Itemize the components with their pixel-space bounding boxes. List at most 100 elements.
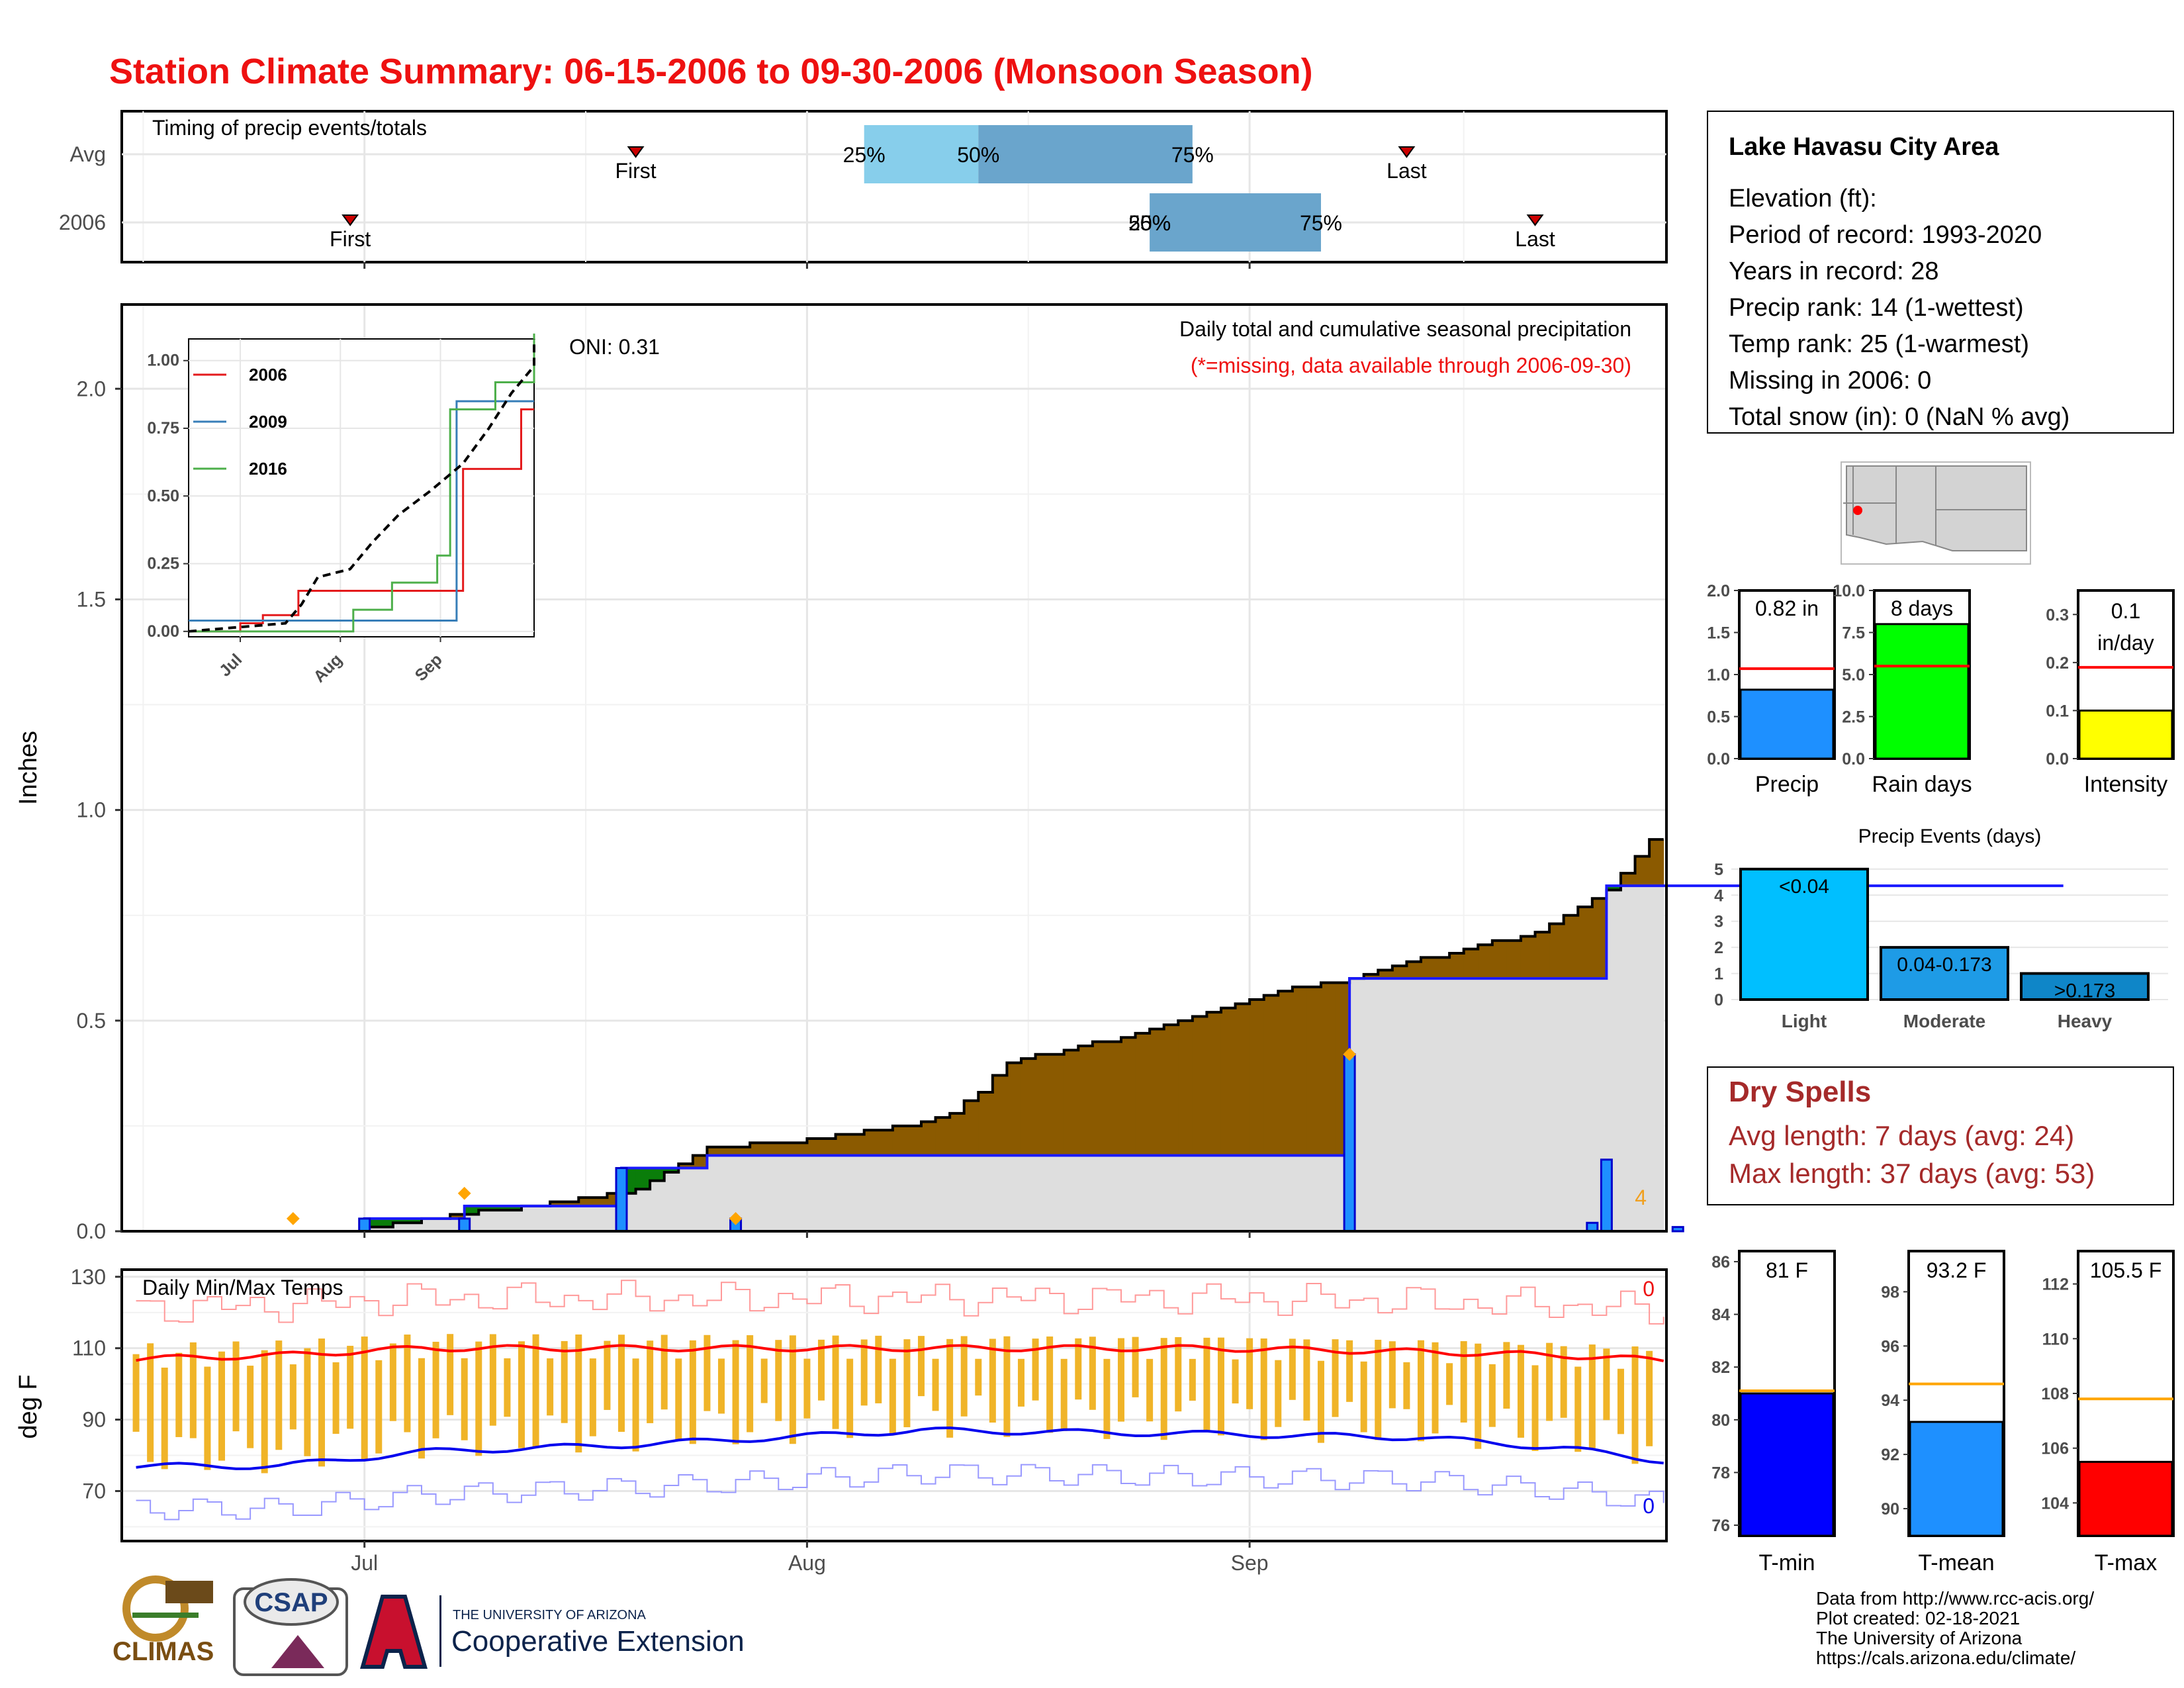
daily-temp-range — [304, 1348, 311, 1456]
daily-temp-range — [332, 1362, 340, 1434]
precip-deficit-area — [1620, 873, 1636, 886]
ua-divider — [439, 1595, 441, 1667]
summary-label-2: Intensity — [2084, 772, 2168, 797]
timing-last-label: Last — [1387, 159, 1427, 183]
timing-label-75: 75% — [1171, 143, 1214, 167]
precip-deficit-area — [1378, 970, 1393, 979]
precip-base-area — [807, 1155, 822, 1231]
station-temp-rank: Temp rank: 25 (1-warmest) — [1729, 330, 2029, 358]
station-name: Lake Havasu City Area — [1729, 133, 1999, 161]
timing-label-50: 50% — [1128, 211, 1171, 235]
summary-ytick-label: 5.0 — [1842, 666, 1865, 684]
daily-temp-range — [704, 1335, 711, 1411]
daily-temp-range — [1503, 1342, 1510, 1409]
events-category-label: Moderate — [1903, 1011, 1985, 1031]
precip-deficit-area — [821, 1139, 837, 1156]
daily-temp-range — [1646, 1350, 1653, 1446]
daily-temp-range — [1488, 1364, 1496, 1427]
temp-bar-ytick-label: 92 — [1881, 1446, 1899, 1464]
daily-temp-range — [175, 1352, 183, 1437]
temp-frame — [120, 1268, 1668, 1542]
timing-label-50: 50% — [957, 143, 999, 167]
daily-temp-range — [1217, 1337, 1224, 1436]
temp-ytick-label: 90 — [82, 1408, 106, 1432]
daily-temp-range — [575, 1334, 582, 1453]
daily-temp-range — [960, 1336, 968, 1417]
precip-deficit-area — [921, 1121, 936, 1156]
precip-base-area — [835, 1155, 850, 1231]
precip-deficit-area — [1506, 940, 1522, 979]
events-ytick-label: 5 — [1714, 861, 1723, 879]
inset-series-2006 — [189, 408, 534, 633]
precip-base-area — [1220, 1155, 1236, 1231]
daily-temp-range — [475, 1341, 482, 1456]
precip-deficit-area — [807, 1139, 822, 1156]
precip-deficit-area — [1535, 932, 1550, 979]
precip-deficit-area — [1406, 961, 1422, 979]
events-bar-label: <0.04 — [1779, 876, 1829, 898]
daily-temp-range — [647, 1340, 654, 1423]
daily-temp-range — [347, 1346, 354, 1429]
precip-base-area — [1378, 978, 1393, 1231]
precip-deficit-area — [1021, 1058, 1036, 1156]
precip-deficit-area — [1363, 974, 1379, 979]
temp-bar-ytick-label: 84 — [1711, 1306, 1730, 1325]
precip-base-area — [978, 1155, 993, 1231]
daily-temp-range — [760, 1358, 768, 1403]
precip-deficit-area — [1235, 1004, 1250, 1156]
precip-deficit-area — [864, 1130, 879, 1156]
daily-temp-range — [1617, 1368, 1624, 1434]
precip-base-area — [1563, 978, 1578, 1231]
daily-temp-range — [504, 1358, 511, 1417]
summary-bar-2 — [2078, 709, 2173, 760]
daily-temp-range — [717, 1358, 725, 1414]
station-frame — [1707, 111, 2174, 434]
precip-deficit-area — [1292, 986, 1307, 1156]
precip-deficit-area — [964, 1100, 979, 1156]
precip-base-area — [1406, 978, 1422, 1231]
precip-deficit-area — [592, 1197, 608, 1206]
daily-temp-range — [132, 1354, 140, 1432]
daily-temp-range — [1460, 1341, 1467, 1423]
dry-spells-frame — [1707, 1066, 2174, 1205]
precip-base-area — [1035, 1155, 1050, 1231]
station-info: Lake Havasu City Area Elevation (ft): Pe… — [1707, 111, 2174, 434]
precip-base-area — [1492, 978, 1507, 1231]
timing-first-marker — [627, 146, 645, 158]
events-chart: Precip Events (days) 0 1 2 3 4 5 <0.04 Light 0.0… — [1714, 825, 2168, 1031]
precip-deficit-area — [1120, 1037, 1136, 1156]
precip-base-area — [792, 1155, 807, 1231]
summary-ytick-label: 0.1 — [2046, 702, 2069, 720]
station-period: Period of record: 1993-2020 — [1729, 221, 2042, 249]
precip-base-area — [592, 1205, 608, 1231]
daily-temp-range — [589, 1358, 596, 1436]
daily-temp-range — [447, 1334, 454, 1415]
precip-deficit-area — [878, 1130, 893, 1156]
daily-precip-bar — [615, 1167, 628, 1233]
daily-temp-range — [318, 1338, 325, 1467]
daily-temp-range — [1232, 1359, 1239, 1404]
temp-bar-0 — [1739, 1392, 1835, 1537]
daily-temp-range — [1546, 1342, 1553, 1421]
climas-emblem-block — [165, 1581, 213, 1603]
precip-deficit-area — [1263, 995, 1279, 1156]
timing-row-2006: 2006 — [59, 211, 106, 234]
precip-base-area — [379, 1227, 394, 1231]
precip-base-area — [1292, 1155, 1307, 1231]
events-bar-moderate — [1880, 946, 2009, 1001]
precip-surplus-area — [464, 1205, 479, 1215]
missing-data-marker — [286, 1212, 300, 1225]
precip-2006-cumulative-line — [136, 884, 2064, 1233]
precip-deficit-area — [1306, 986, 1322, 1156]
daily-temp-range — [775, 1340, 782, 1421]
temp-title: Daily Min/Max Temps — [142, 1276, 343, 1299]
precip-deficit-area — [1392, 966, 1407, 979]
precip-base-area — [1363, 978, 1379, 1231]
daily-temp-range — [232, 1341, 240, 1432]
inset-legend-label: 2016 — [249, 459, 287, 479]
daily-temp-range — [418, 1358, 425, 1459]
precip-base-area — [678, 1168, 694, 1231]
timing-label-75: 75% — [1300, 211, 1342, 235]
precip-base-area — [1520, 978, 1536, 1231]
